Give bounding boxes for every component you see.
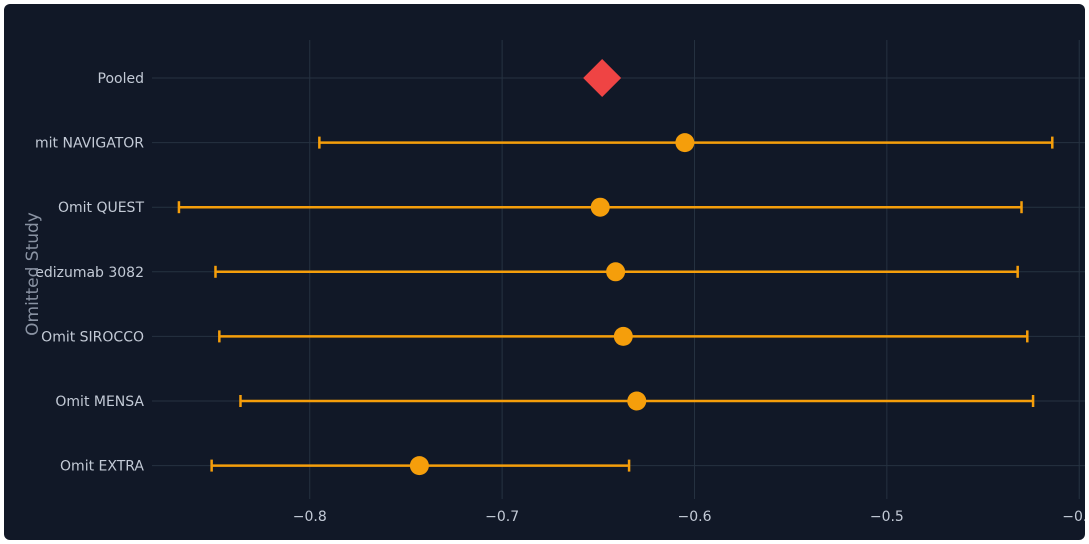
y-tick-label: Pooled [98,71,144,87]
estimate-point [613,326,633,346]
y-tick-label: mit NAVIGATOR [35,136,144,152]
y-tick-label: Omit EXTRA [60,459,144,475]
pooled-diamond [583,59,622,97]
x-tick-label: −0.7 [485,509,519,525]
estimate-point [606,262,626,282]
y-axis: Pooled mit NAVIGATOR Omit QUEST edizumab 30… [35,71,144,475]
chart-frame: −0.8 −0.7 −0.6 −0.5 −0.4 Pooled mit NAVIGATOR… [4,4,1085,540]
x-tick-label: −0.6 [677,509,711,525]
x-tick-label: −0.4 [1062,509,1085,525]
x-axis: −0.8 −0.7 −0.6 −0.5 −0.4 [293,509,1085,525]
y-tick-label: Omit MENSA [55,394,144,410]
plot-marks [177,59,1054,476]
estimate-point [590,197,610,217]
y-tick-label: Omit QUEST [58,200,144,216]
x-tick-label: −0.5 [870,509,904,525]
x-tick-label: −0.8 [293,509,327,525]
estimate-point [675,133,695,153]
estimate-point [627,391,647,411]
estimate-point [409,456,429,476]
y-axis-title: Omitted Study [23,212,43,336]
y-tick-label: edizumab 3082 [35,265,144,281]
forest-plot: −0.8 −0.7 −0.6 −0.5 −0.4 Pooled mit NAVIGATOR… [23,40,1085,525]
y-tick-label: Omit SIROCCO [41,329,144,345]
